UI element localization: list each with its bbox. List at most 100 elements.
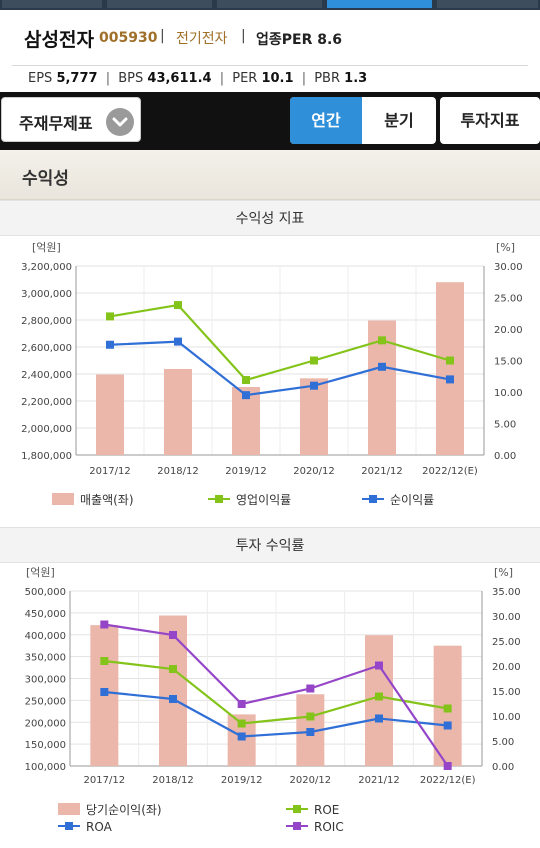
chart-title-returns: 투자 수익률 [0,527,540,563]
series-point-ROA [100,688,109,696]
series-point-영업이익률 [446,356,454,365]
company-header: 삼성전자 005930 | 전기전자 | 업종PER 8.6 [0,10,540,65]
legend-label: ROE [314,803,339,817]
series-point-ROA [443,721,452,730]
metric-bps-value: 43,611.4 [147,71,212,86]
category-label: 2022/12(E) [422,466,478,477]
series-point-ROE [237,719,246,728]
chevron-down-icon [106,108,134,136]
right-tick-label: 20.00 [492,662,521,673]
legend-label: 영업이익률 [236,493,291,507]
right-tick-label: 30.00 [492,612,521,623]
legend-swatch-marker [293,822,301,830]
left-tick-label: 2,200,000 [21,397,72,408]
series-point-ROIC [306,684,315,693]
left-tick-label: 2,800,000 [21,316,72,327]
company-name: 삼성전자 [24,29,94,51]
right-tick-label: 20.00 [494,325,523,336]
metric-bps-label: BPS [118,71,144,86]
period-toggle: 연간 분기 [290,97,436,144]
series-line-ROIC [104,623,449,767]
series-point-순이익률 [310,381,318,390]
series-point-ROE [443,704,452,713]
left-unit-label: [억원] [32,241,61,254]
top-tab-strip [0,0,540,10]
series-point-순이익률 [174,337,182,346]
series-point-ROE [169,665,177,673]
separator: | [160,28,165,44]
category-label: 2022/12(E) [420,775,476,786]
category-label: 2019/12 [225,466,267,477]
top-tab-active[interactable] [327,0,432,8]
series-point-영업이익률 [310,356,318,365]
category-label: 2018/12 [157,466,199,477]
category-label: 2018/12 [152,775,194,786]
series-point-ROA [169,695,177,703]
left-tick-label: 150,000 [25,740,66,751]
series-line-순이익률 [109,340,451,397]
series-point-영업이익률 [378,336,386,345]
category-label: 2017/12 [89,466,131,477]
stock-code: 005930 [99,30,158,46]
top-tab[interactable] [437,0,538,8]
series-line-영업이익률 [109,303,451,382]
section-header: 수익성 [0,150,540,200]
series-point-ROE [306,712,315,721]
left-tick-label: 3,200,000 [21,262,72,273]
metric-per-label: PER [232,71,258,86]
right-tick-label: 30.00 [494,262,523,273]
financial-statement-dropdown[interactable]: 주재무제표 [1,97,141,142]
legend-label: 순이익률 [390,493,434,507]
quarter-button[interactable]: 분기 [384,111,414,130]
series-point-ROIC [443,762,452,770]
left-tick-label: 2,000,000 [21,424,72,435]
series-line-ROA [104,690,448,738]
left-tick-label: 100,000 [25,762,66,773]
series-point-ROE [100,657,109,665]
series-point-영업이익률 [174,301,182,310]
series-point-ROE [375,692,383,701]
category-label: 2020/12 [293,466,335,477]
bar-2018/12 [159,615,187,766]
metric-pbr-value: 1.3 [344,71,368,86]
left-tick-label: 2,400,000 [21,370,72,381]
right-tick-label: 15.00 [492,687,521,698]
category-label: 2021/12 [358,775,400,786]
series-point-순이익률 [242,391,250,400]
right-tick-label: 0.00 [492,762,514,773]
top-tab[interactable] [2,0,102,8]
annual-button[interactable]: 연간 [290,97,362,144]
legend-label: ROIC [314,820,344,834]
left-tick-label: 2,600,000 [21,343,72,354]
top-tab[interactable] [107,0,212,8]
left-tick-label: 200,000 [25,718,66,729]
series-point-ROA [375,714,383,723]
right-unit-label: [%] [494,566,513,579]
left-tick-label: 500,000 [25,587,66,598]
series-line-ROE [104,659,448,725]
right-tick-label: 10.00 [492,712,521,723]
divider [12,65,528,66]
sector-link[interactable]: 전기전자 [176,31,228,47]
legend-swatch-bar [58,803,80,815]
investment-return-chart: 500,000 450,000 400,000 350,000 300,000 250,0… [25,566,521,834]
top-tab[interactable] [217,0,322,8]
investment-indicators-button[interactable]: 투자지표 [440,97,540,144]
series-point-ROIC [169,631,177,639]
series-point-영업이익률 [242,376,250,385]
right-tick-label: 10.00 [494,388,523,399]
metric-pbr-label: PBR [314,71,341,86]
right-tick-label: 35.00 [492,587,521,598]
key-metrics: EPS 5,777 | BPS 43,611.4 | PER 10.1 | PB… [28,71,368,86]
series-point-순이익률 [378,362,386,371]
legend-label: ROA [86,820,113,834]
legend-swatch-bar [52,493,74,505]
right-tick-label: 5.00 [494,420,516,431]
right-unit-label: [%] [496,241,515,254]
category-label: 2017/12 [84,775,126,786]
right-tick-label: 5.00 [492,737,514,748]
legend-swatch-marker [215,495,223,503]
left-tick-label: 3,000,000 [21,289,72,300]
left-tick-label: 1,800,000 [21,451,72,462]
left-tick-label: 400,000 [25,631,66,642]
